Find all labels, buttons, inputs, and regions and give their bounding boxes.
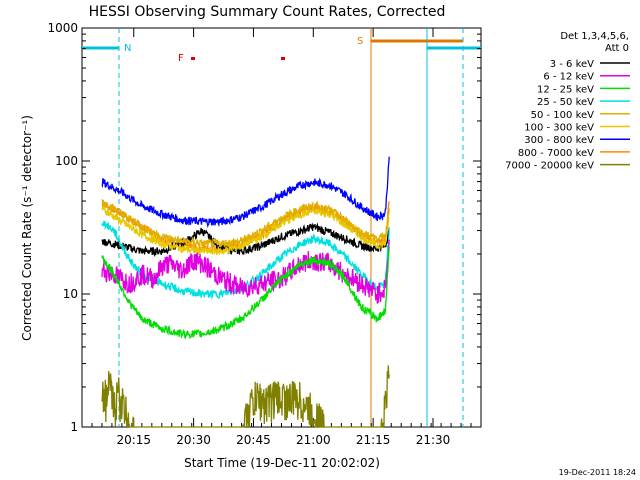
x-axis-label: Start Time (19-Dec-11 20:02:02) [184, 456, 380, 470]
flare-marker-2 [281, 57, 285, 60]
series-line [101, 222, 390, 258]
y-axis-label: Corrected Count Rate (s⁻¹ detector⁻¹) [20, 115, 34, 341]
saa-marker-label: S [357, 36, 363, 47]
x-tick-label: 21:30 [416, 433, 451, 447]
series-line [101, 156, 390, 229]
legend-label: 100 - 300 keV [524, 123, 594, 134]
y-tick-label: 100 [55, 154, 78, 168]
y-tick-label: 1 [70, 420, 78, 434]
series-line [101, 365, 390, 428]
chart-title: HESSI Observing Summary Count Rates, Cor… [89, 4, 446, 20]
series-line [101, 199, 390, 249]
x-tick-label: 21:15 [356, 433, 391, 447]
legend-label: 50 - 100 keV [531, 110, 595, 121]
y-tick-label: 1000 [47, 21, 78, 35]
legend-label: 25 - 50 keV [537, 97, 594, 108]
legend-title-line-1: Det 1,3,4,5,6, [560, 31, 629, 42]
legend-title-line-2: Att 0 [605, 43, 629, 54]
legend-label: 3 - 6 keV [550, 59, 594, 70]
flare-marker-label: F [178, 53, 184, 64]
y-axis-ticks: 1 10 100 1000 [47, 21, 481, 434]
night-marker-label: N [124, 43, 131, 54]
x-tick-label: 21:00 [296, 433, 331, 447]
x-tick-label: 20:45 [236, 433, 271, 447]
legend-label: 800 - 7000 keV [518, 148, 594, 159]
legend-label: 7000 - 20000 keV [505, 161, 594, 172]
x-tick-label: 20:15 [116, 433, 151, 447]
footer-timestamp: 19-Dec-2011 18:24 [559, 468, 636, 477]
series-line [101, 204, 390, 256]
x-tick-label: 20:30 [176, 433, 211, 447]
legend-label: 12 - 25 keV [537, 84, 594, 95]
legend-label: 6 - 12 keV [543, 72, 594, 83]
legend-label: 300 - 800 keV [524, 135, 594, 146]
series-lines [101, 156, 390, 428]
y-tick-label: 10 [63, 287, 78, 301]
series-line [101, 220, 390, 300]
series-line [101, 246, 390, 340]
flare-marker-1 [191, 57, 195, 60]
